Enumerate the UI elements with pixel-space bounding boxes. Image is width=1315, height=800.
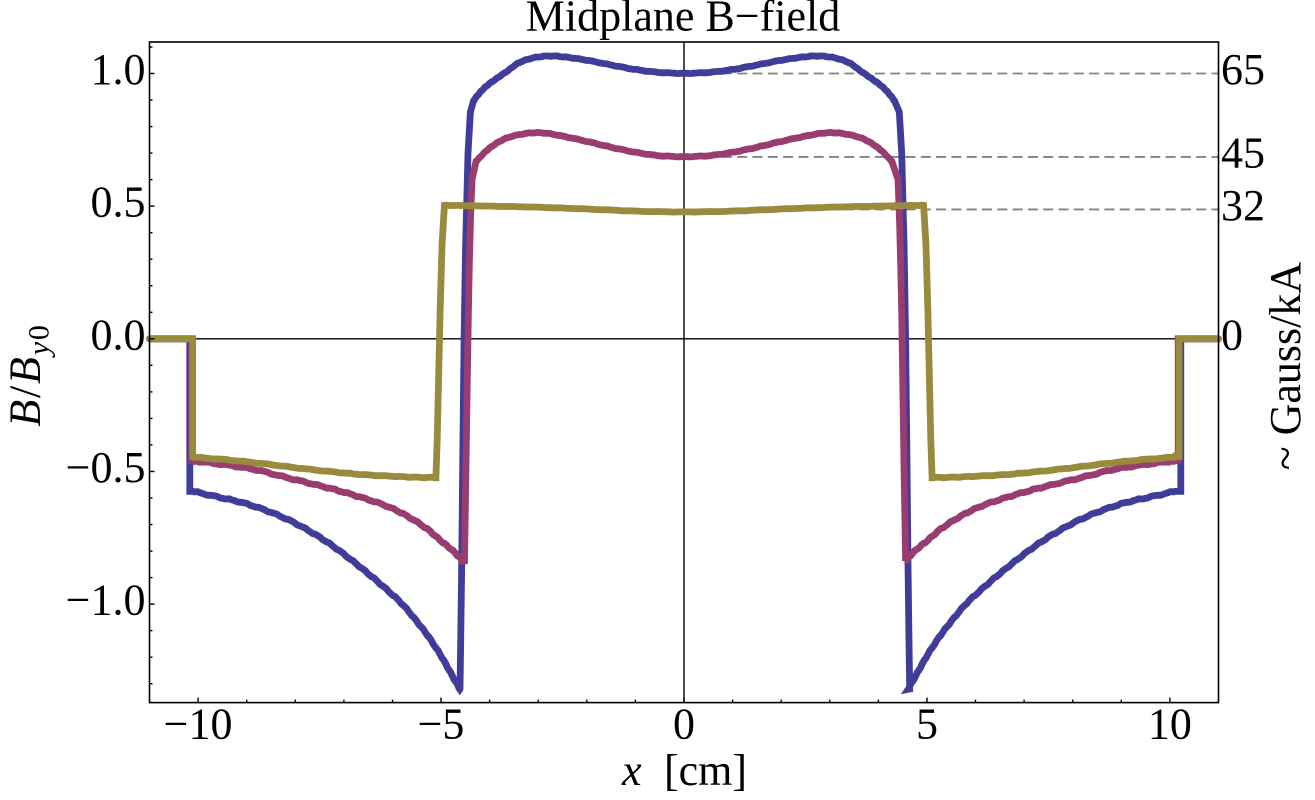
svg-text:1.0: 1.0 — [91, 45, 146, 94]
svg-text:32: 32 — [1221, 181, 1265, 230]
svg-text:−0.5: −0.5 — [66, 443, 146, 492]
svg-text:B/By0: B/By0 — [1, 323, 56, 426]
svg-text:−1.0: −1.0 — [66, 576, 146, 625]
svg-text:10: 10 — [1148, 700, 1192, 749]
svg-text:65: 65 — [1221, 45, 1265, 94]
svg-text:Midplane B−field: Midplane B−field — [526, 0, 840, 41]
svg-text:45: 45 — [1221, 128, 1265, 177]
svg-text:0: 0 — [1221, 310, 1243, 359]
svg-text:−5: −5 — [418, 700, 465, 749]
svg-text:~ Gauss/kA: ~ Gauss/kA — [1261, 262, 1310, 471]
svg-text:5: 5 — [916, 700, 938, 749]
svg-text:0.5: 0.5 — [91, 178, 146, 227]
svg-text:−10: −10 — [164, 700, 233, 749]
svg-text:0: 0 — [673, 700, 695, 749]
svg-text:x[cm]: x [cm] — [621, 746, 747, 795]
svg-text:0.0: 0.0 — [91, 310, 146, 359]
